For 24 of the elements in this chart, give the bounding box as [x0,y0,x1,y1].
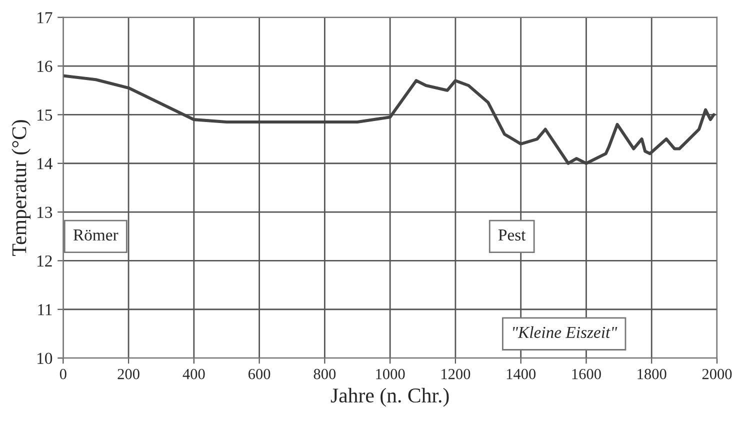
x-tick-label: 0 [60,368,66,380]
x-tick-label: 1200 [442,368,470,380]
y-tick-label: 13 [38,206,52,218]
y-tick-label: 11 [38,304,52,316]
y-tick-label: 15 [38,109,52,121]
x-tick-label: 1600 [572,368,601,380]
annotation: Römer [73,230,118,241]
x-axis-title: Jahre (n. Chr.) [330,388,449,407]
annotation: Pest [498,230,526,241]
y-tick-label: 10 [38,352,52,364]
x-tick-label: 1000 [376,368,405,380]
y-axis-title: Temperatur (°C) [12,120,31,256]
x-tick-label: 2000 [702,368,732,380]
x-tick-label: 1400 [506,368,536,380]
x-tick-label: 800 [314,368,336,380]
x-tick-label: 600 [248,368,270,380]
annotation: "Kleine Eiszeit" [513,326,618,338]
x-tick-label: 200 [118,368,140,380]
y-tick-label: 16 [38,60,52,72]
y-tick-label: 12 [38,255,52,266]
x-tick-label: 400 [182,368,205,380]
y-tick-label: 14 [38,158,52,170]
x-tick-label: 1800 [638,368,666,380]
y-tick-label: 17 [38,12,52,24]
